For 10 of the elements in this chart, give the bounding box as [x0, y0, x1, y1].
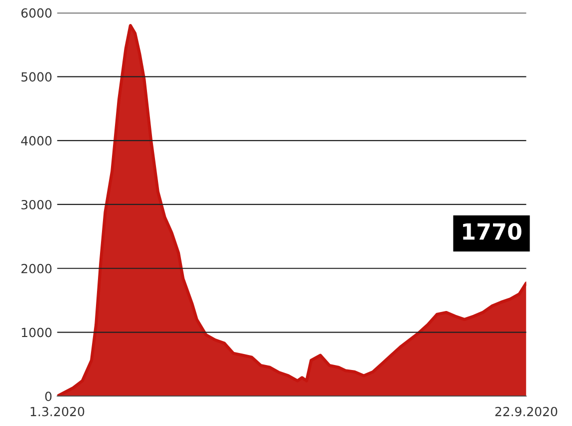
y-tick-label: 4000 — [21, 136, 52, 146]
y-tick-label: 1000 — [22, 328, 52, 338]
y-tick-label: 0 — [45, 392, 52, 402]
x-tick-label: 1.3.2020 — [30, 406, 84, 416]
annotation: 1770 — [463, 223, 522, 240]
y-tick-label: 6000 — [21, 8, 52, 18]
y-tick-label: 3000 — [21, 200, 52, 210]
x-tick-label: 22.9.2020 — [495, 406, 558, 416]
y-tick-label: 2000 — [21, 264, 52, 274]
y-tick-label: 5000 — [21, 72, 52, 82]
